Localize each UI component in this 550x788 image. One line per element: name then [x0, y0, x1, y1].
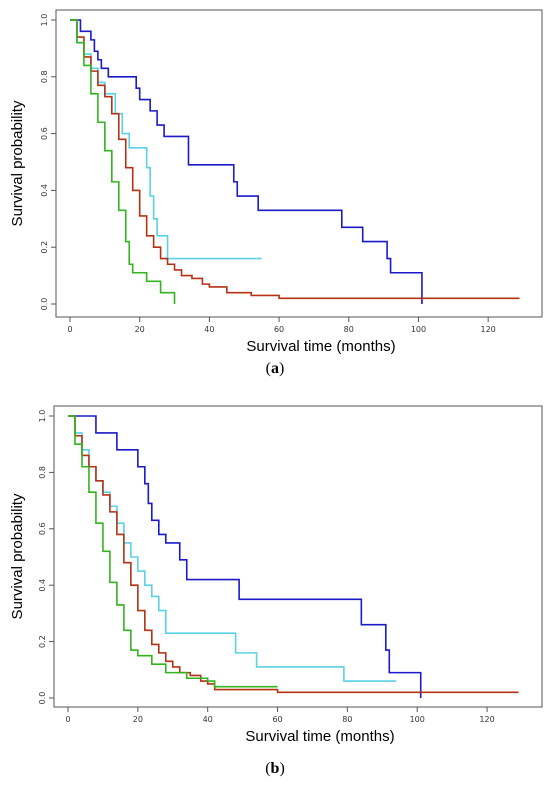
chart-panel-a: 0 20 40 60 80 100 120 0.0 0.2 0.4 0.6 0.8 1.0 Surviva… [9, 9, 543, 377]
y-axis-title: Survival probability [9, 100, 26, 226]
y-tick-label: 1.0 [40, 14, 49, 27]
x-tick-label: 100 [410, 715, 425, 724]
x-tick-label: 120 [479, 715, 494, 724]
y-tick-label: 0.6 [40, 127, 49, 140]
survival-chart-b: 0 20 40 60 80 100 120 0.0 0.2 0.4 0.6 0.8 1.0 Surviva… [9, 405, 543, 745]
panel-label-a: (a) [265, 360, 285, 377]
y-tick-label: 0.0 [38, 692, 47, 705]
survival-curve-3 [70, 19, 520, 300]
survival-curve-4 [70, 19, 176, 304]
y-tick-label: 0.2 [40, 241, 49, 254]
y-tick-label: 0.2 [38, 635, 47, 648]
y-tick-label: 0.6 [38, 522, 47, 535]
survival-curve-3 [68, 415, 519, 694]
x-tick-label: 120 [481, 325, 496, 334]
survival-curve-4 [68, 415, 278, 688]
x-tick-label: 100 [411, 325, 426, 334]
x-tick-label: 20 [133, 715, 143, 724]
x-tick-label: 60 [272, 715, 282, 724]
y-tick-label: 0.0 [40, 298, 49, 311]
y-tick-label: 0.8 [40, 70, 49, 83]
y-axis-title: Survival probability [9, 493, 26, 619]
x-tick-label: 0 [65, 715, 70, 724]
survival-curve-2 [70, 19, 262, 260]
chart-panel-b: 0 20 40 60 80 100 120 0.0 0.2 0.4 0.6 0.8 1.0 Surviva… [0, 394, 550, 788]
y-tick-label: 0.8 [38, 466, 47, 479]
plot-frame [53, 405, 543, 708]
x-tick-label: 80 [344, 325, 354, 334]
plot-frame [55, 9, 543, 318]
panel-label-b: (b) [265, 760, 285, 777]
x-tick-label: 40 [204, 325, 214, 334]
x-axis-title: Survival time (months) [245, 728, 394, 745]
y-tick-label: 0.4 [40, 184, 49, 197]
survival-chart-a: 0 20 40 60 80 100 120 0.0 0.2 0.4 0.6 0.8 1.0 Surviva… [9, 9, 543, 355]
survival-curve-2 [68, 415, 397, 682]
survival-curve-1 [70, 19, 423, 304]
x-axis-title: Survival time (months) [246, 338, 395, 355]
survival-curve-1 [68, 415, 422, 698]
x-tick-label: 40 [203, 715, 213, 724]
x-tick-label: 60 [274, 325, 284, 334]
x-tick-label: 20 [135, 325, 145, 334]
x-tick-label: 80 [342, 715, 352, 724]
y-tick-label: 1.0 [38, 410, 47, 423]
y-tick-label: 0.4 [38, 579, 47, 592]
x-tick-label: 0 [67, 325, 72, 334]
